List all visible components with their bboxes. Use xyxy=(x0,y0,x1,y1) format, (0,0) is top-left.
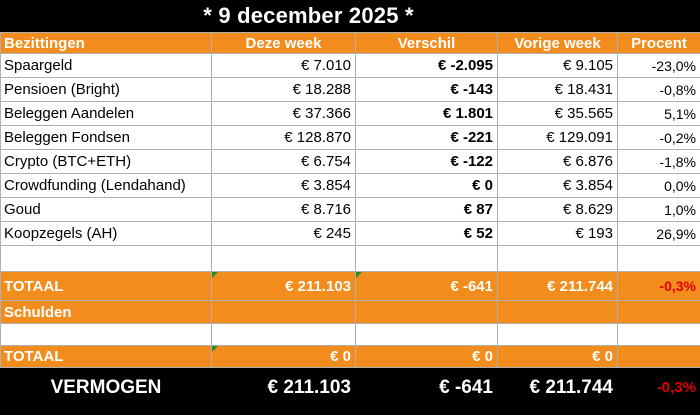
asset-label[interactable]: Koopzegels (AH) xyxy=(0,221,212,246)
net-worth-last-week[interactable]: € 211.744 xyxy=(497,367,618,408)
table-row: Spaargeld € 7.010 € -2.095 € 9.105 -23,0… xyxy=(0,53,700,78)
empty-cell[interactable] xyxy=(211,245,356,272)
header-row: Bezittingen Deze week Verschil Vorige we… xyxy=(0,32,700,54)
debts-total-diff[interactable]: € 0 xyxy=(355,345,498,368)
empty-cell[interactable] xyxy=(0,245,212,272)
table-row: Beleggen Fondsen € 128.870 € -221 € 129.… xyxy=(0,125,700,150)
net-worth-row: VERMOGEN € 211.103 € -641 € 211.744 -0,3… xyxy=(0,367,700,408)
header-verschil[interactable]: Verschil xyxy=(355,32,498,54)
diff-cell[interactable]: € 52 xyxy=(355,221,498,246)
total-diff-value: € -641 xyxy=(450,277,493,295)
formula-marker-icon xyxy=(212,346,218,352)
asset-label[interactable]: Crowdfunding (Lendahand) xyxy=(0,173,212,198)
this-week-cell[interactable]: € 18.288 xyxy=(211,77,356,102)
net-worth-pct[interactable]: -0,3% xyxy=(617,367,700,408)
pct-cell[interactable]: -23,0% xyxy=(617,53,700,78)
formula-marker-icon xyxy=(212,272,218,278)
net-worth-diff[interactable]: € -641 xyxy=(355,367,498,408)
empty-cell[interactable] xyxy=(617,345,700,368)
diff-cell[interactable]: € -2.095 xyxy=(355,53,498,78)
empty-cell[interactable] xyxy=(355,300,498,324)
sheet-title: * 9 december 2025 * xyxy=(203,3,414,28)
total-this-week[interactable]: € 211.103 xyxy=(211,271,356,301)
asset-label[interactable]: Beleggen Aandelen xyxy=(0,101,212,126)
last-week-cell[interactable]: € 6.876 xyxy=(497,149,618,174)
header-procent[interactable]: Procent xyxy=(617,32,700,54)
this-week-cell[interactable]: € 37.366 xyxy=(211,101,356,126)
diff-cell[interactable]: € -221 xyxy=(355,125,498,150)
total-assets-row: TOTAAL € 211.103 € -641 € 211.744 -0,3% xyxy=(0,271,700,301)
empty-cell[interactable] xyxy=(0,323,212,346)
empty-cell[interactable] xyxy=(211,323,356,346)
diff-cell[interactable]: € 87 xyxy=(355,197,498,222)
this-week-cell[interactable]: € 128.870 xyxy=(211,125,356,150)
total-pct[interactable]: -0,3% xyxy=(617,271,700,301)
header-deze-week[interactable]: Deze week xyxy=(211,32,356,54)
last-week-cell[interactable]: € 8.629 xyxy=(497,197,618,222)
table-row: Pensioen (Bright) € 18.288 € -143 € 18.4… xyxy=(0,77,700,102)
empty-cell[interactable] xyxy=(355,245,498,272)
empty-cell[interactable] xyxy=(355,323,498,346)
last-week-cell[interactable]: € 193 xyxy=(497,221,618,246)
debts-total-this-week-value: € 0 xyxy=(330,348,351,365)
net-worth-this-week[interactable]: € 211.103 xyxy=(211,367,356,408)
table-row: Crypto (BTC+ETH) € 6.754 € -122 € 6.876 … xyxy=(0,149,700,174)
last-week-cell[interactable]: € 129.091 xyxy=(497,125,618,150)
empty-cell[interactable] xyxy=(497,323,618,346)
debts-total-last-week[interactable]: € 0 xyxy=(497,345,618,368)
total-last-week[interactable]: € 211.744 xyxy=(497,271,618,301)
last-week-cell[interactable]: € 35.565 xyxy=(497,101,618,126)
net-worth-label[interactable]: VERMOGEN xyxy=(0,367,212,408)
asset-label[interactable]: Crypto (BTC+ETH) xyxy=(0,149,212,174)
empty-cell[interactable] xyxy=(497,300,618,324)
table-row: Koopzegels (AH) € 245 € 52 € 193 26,9% xyxy=(0,221,700,246)
last-week-cell[interactable]: € 3.854 xyxy=(497,173,618,198)
debts-total-this-week[interactable]: € 0 xyxy=(211,345,356,368)
empty-cell[interactable] xyxy=(617,323,700,346)
pct-cell[interactable]: 0,0% xyxy=(617,173,700,198)
empty-row xyxy=(0,245,700,272)
diff-cell[interactable]: € -122 xyxy=(355,149,498,174)
pct-cell[interactable]: -1,8% xyxy=(617,149,700,174)
last-week-cell[interactable]: € 9.105 xyxy=(497,53,618,78)
empty-cell[interactable] xyxy=(497,245,618,272)
total-diff[interactable]: € -641 xyxy=(355,271,498,301)
header-bezittingen[interactable]: Bezittingen xyxy=(0,32,212,54)
diff-cell[interactable]: € 0 xyxy=(355,173,498,198)
total-label[interactable]: TOTAAL xyxy=(0,271,212,301)
header-vorige-week[interactable]: Vorige week xyxy=(497,32,618,54)
this-week-cell[interactable]: € 8.716 xyxy=(211,197,356,222)
table-row: Goud € 8.716 € 87 € 8.629 1,0% xyxy=(0,197,700,222)
pct-cell[interactable]: 1,0% xyxy=(617,197,700,222)
asset-label[interactable]: Pensioen (Bright) xyxy=(0,77,212,102)
empty-row xyxy=(0,323,700,346)
empty-cell[interactable] xyxy=(211,300,356,324)
pct-cell[interactable]: -0,2% xyxy=(617,125,700,150)
total-debts-row: TOTAAL € 0 € 0 € 0 xyxy=(0,345,700,368)
last-week-cell[interactable]: € 18.431 xyxy=(497,77,618,102)
pct-cell[interactable]: 5,1% xyxy=(617,101,700,126)
this-week-cell[interactable]: € 3.854 xyxy=(211,173,356,198)
table-row: Beleggen Aandelen € 37.366 € 1.801 € 35.… xyxy=(0,101,700,126)
debts-total-label[interactable]: TOTAAL xyxy=(0,345,212,368)
debts-header-row: Schulden xyxy=(0,300,700,324)
pct-cell[interactable]: 26,9% xyxy=(617,221,700,246)
diff-cell[interactable]: € -143 xyxy=(355,77,498,102)
asset-label[interactable]: Goud xyxy=(0,197,212,222)
pct-cell[interactable]: -0,8% xyxy=(617,77,700,102)
debts-label[interactable]: Schulden xyxy=(0,300,212,324)
total-this-week-value: € 211.103 xyxy=(285,277,351,295)
asset-label[interactable]: Beleggen Fondsen xyxy=(0,125,212,150)
empty-cell[interactable] xyxy=(617,300,700,324)
this-week-cell[interactable]: € 7.010 xyxy=(211,53,356,78)
diff-cell[interactable]: € 1.801 xyxy=(355,101,498,126)
this-week-cell[interactable]: € 245 xyxy=(211,221,356,246)
formula-marker-icon xyxy=(356,272,362,278)
empty-cell[interactable] xyxy=(617,245,700,272)
asset-label[interactable]: Spaargeld xyxy=(0,53,212,78)
table-row: Crowdfunding (Lendahand) € 3.854 € 0 € 3… xyxy=(0,173,700,198)
this-week-cell[interactable]: € 6.754 xyxy=(211,149,356,174)
wealth-table: Bezittingen Deze week Verschil Vorige we… xyxy=(0,32,700,408)
